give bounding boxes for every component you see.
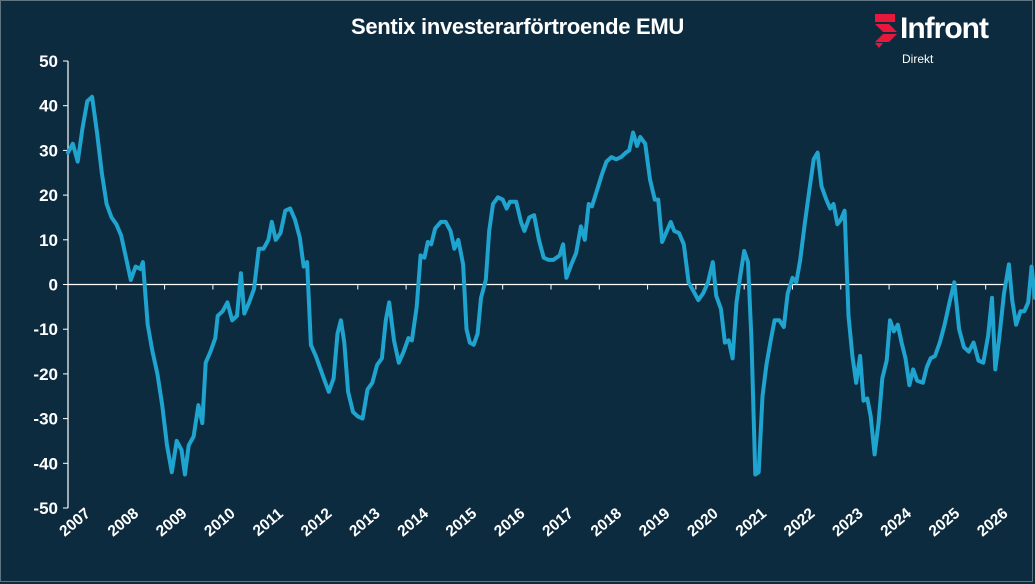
y-axis: 50 40 30 20 10 0 -10 -20 -30 -40 -50 xyxy=(33,52,69,518)
y-tick-label: 20 xyxy=(39,186,58,205)
y-tick-label: 0 xyxy=(49,276,58,295)
x-tick-label: 2026 xyxy=(974,505,1012,540)
x-tick-label: 2015 xyxy=(443,505,481,540)
series-layer xyxy=(66,94,1035,477)
y-tick-label: 50 xyxy=(39,52,58,71)
x-tick-label: 2020 xyxy=(684,505,721,540)
x-tick-label: 2007 xyxy=(56,505,93,540)
infront-logo: Infront Direkt xyxy=(872,10,1032,70)
x-tick-label: 2010 xyxy=(201,505,238,540)
y-tick-label: 10 xyxy=(39,231,58,250)
x-tick-label: 2016 xyxy=(491,505,529,540)
x-tick-label: 2012 xyxy=(298,505,335,540)
x-tick-label: 2023 xyxy=(829,505,867,540)
x-tick-label: 2014 xyxy=(395,505,433,540)
y-tick-label: -30 xyxy=(33,410,58,429)
y-tick-label: -50 xyxy=(33,499,58,518)
x-tick-label: 2018 xyxy=(588,505,626,540)
y-tick-label: -20 xyxy=(33,365,58,384)
x-tick-label: 2025 xyxy=(926,505,964,540)
chart-title: Sentix investerarförtroende EMU xyxy=(350,14,684,39)
series-line-0 xyxy=(66,94,1035,477)
infront-mark-icon xyxy=(875,14,897,48)
x-tick-label: 2009 xyxy=(153,505,191,540)
x-tick-label: 2019 xyxy=(636,505,674,540)
brand-name: Infront xyxy=(900,12,989,45)
x-tick-label: 2024 xyxy=(878,505,916,540)
x-tick-label: 2017 xyxy=(539,505,576,540)
x-tick-label: 2021 xyxy=(733,505,771,540)
x-tick-label: 2013 xyxy=(346,505,384,540)
y-tick-label: -10 xyxy=(33,320,58,339)
x-tick-label: 2011 xyxy=(250,505,287,540)
x-tick-label: 2022 xyxy=(781,505,818,540)
y-tick-label: 30 xyxy=(39,141,58,160)
brand-subtitle: Direkt xyxy=(902,52,934,66)
x-tick-label: 2008 xyxy=(105,505,143,540)
y-tick-label: 40 xyxy=(39,97,58,116)
y-tick-label: -40 xyxy=(33,454,58,473)
